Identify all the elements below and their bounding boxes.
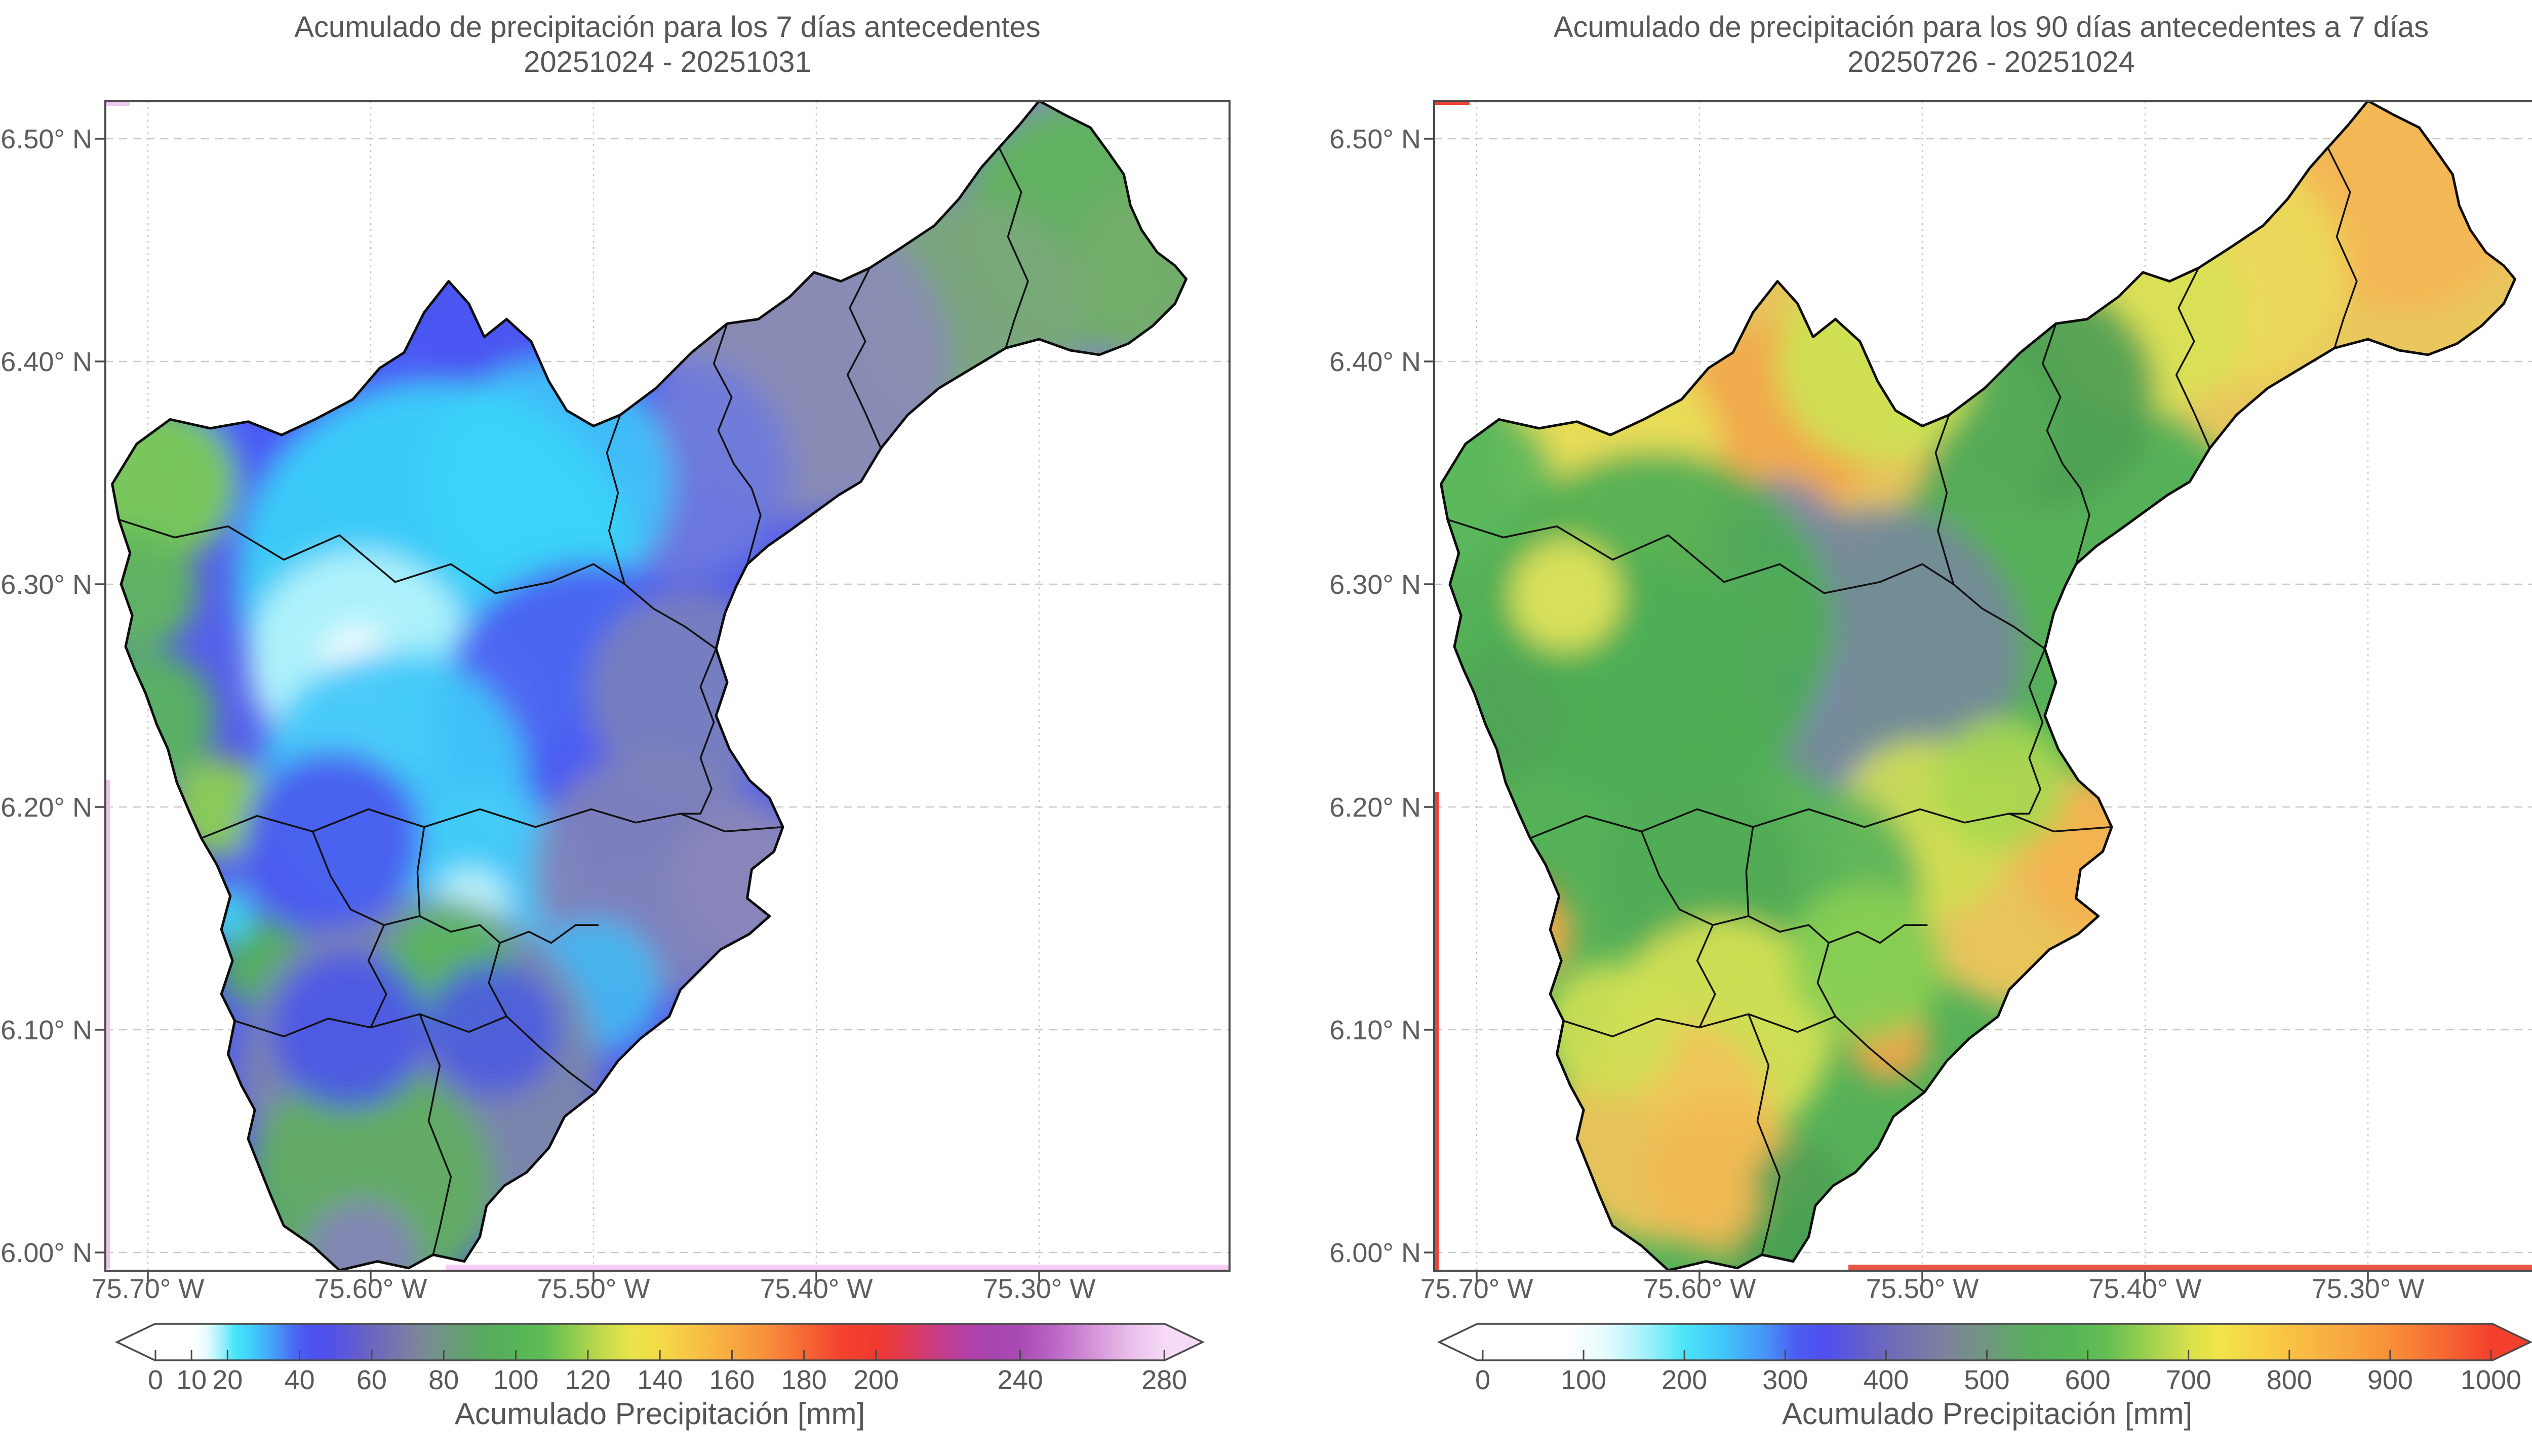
colorbar-tick-label: 200: [853, 1365, 899, 1395]
panel-7day-subtitle: 20251024 - 20251031: [524, 46, 811, 78]
colorbar-tick-label: 60: [357, 1365, 387, 1395]
panel-7day-map: 75.70° W 75.60° W 75.50° W 75.40° W 75.30° W…: [1, 99, 1231, 1395]
x-tick-label: 75.30° W: [983, 1274, 1096, 1304]
x-tick-label: 75.60° W: [1643, 1274, 1756, 1304]
colorbar: 0 100 200 300 400 500 600 700 800 900 1000: [1437, 1323, 2532, 1395]
colorbar-tick-label: 0: [1475, 1365, 1490, 1395]
colorbar-tick-label: 280: [1141, 1365, 1187, 1395]
colorbar-tick-label: 700: [2166, 1365, 2211, 1395]
colorbar-tick-label: 10: [176, 1365, 207, 1395]
y-tick-label: 6.50° N: [1329, 124, 1421, 154]
panel-7day-titles: Acumulado de precipitación para los 7 dí…: [294, 11, 1041, 78]
colorbar: 0 10 20 40 60 80 100 120 140 160 180 200 240 280: [114, 1323, 1205, 1395]
panel-90day-title: Acumulado de precipitación para los 90 d…: [1554, 11, 2429, 44]
colorbar-gradient-bar: [1437, 1323, 2532, 1361]
heatmap-field: [112, 101, 1186, 1271]
colorbar-tick-label: 400: [1863, 1365, 1909, 1395]
colorbar-tick-label: 200: [1661, 1365, 1707, 1395]
colorbar-tick-label: 500: [1964, 1365, 2009, 1395]
colorbar-tick-label: 140: [637, 1365, 683, 1395]
y-tick-label: 6.50° N: [1, 124, 92, 154]
colorbar-tick-label: 80: [428, 1365, 459, 1395]
colorbar-tick-label: 160: [709, 1365, 755, 1395]
colorbar-tick-label: 600: [2065, 1365, 2111, 1395]
y-tick-label: 6.40° N: [1329, 347, 1421, 377]
colorbar-tick-label: 120: [565, 1365, 611, 1395]
x-tick-label: 75.30° W: [2312, 1274, 2425, 1304]
panel-90day-subtitle: 20250726 - 20251024: [1847, 46, 2135, 78]
colorbar-tick-label: 900: [2367, 1365, 2413, 1395]
x-tick-label: 75.50° W: [1866, 1274, 1979, 1304]
panel-7day-title: Acumulado de precipitación para los 7 dí…: [294, 11, 1041, 44]
colorbar-tick-label: 100: [1561, 1365, 1606, 1395]
y-tick-label: 6.10° N: [1, 1015, 92, 1045]
panel-90day-titles: Acumulado de precipitación para los 90 d…: [1554, 11, 2429, 78]
colorbar-tick-label: 180: [781, 1365, 827, 1395]
colorbar-tick-label: 240: [998, 1365, 1043, 1395]
y-tick-label: 6.40° N: [1, 347, 92, 377]
edge-artifacts: [106, 102, 1229, 1270]
x-tick-label: 75.50° W: [537, 1274, 650, 1304]
colorbar-tick-label: 0: [148, 1365, 163, 1395]
plot-frame: [104, 100, 1231, 1272]
plot-frame: [1433, 100, 2532, 1272]
heatmap-blobs: [1441, 101, 2515, 1271]
basin-outline: [1440, 99, 2516, 1272]
colorbar-7day-label: Acumulado Precipitación [mm]: [455, 1397, 865, 1431]
y-tick-label: 6.10° N: [1329, 1015, 1421, 1045]
heatmap-blobs: [112, 101, 1186, 1271]
edge-artifacts: [1435, 101, 2532, 1270]
x-tick-label: 75.70° W: [92, 1274, 205, 1304]
y-tick-label: 6.00° N: [1, 1238, 92, 1268]
colorbar-90day-label: Acumulado Precipitación [mm]: [1782, 1397, 2192, 1431]
y-tick-label: 6.30° N: [1329, 570, 1421, 600]
y-tick-label: 6.00° N: [1329, 1238, 1421, 1268]
heatmap-field: [1441, 101, 2515, 1271]
axis-ticks-labels: 75.70° W 75.60° W 75.50° W 75.40° W 75.30° W…: [1329, 124, 2424, 1304]
colorbar-tick-label: 40: [285, 1365, 315, 1395]
x-tick-label: 75.40° W: [2089, 1274, 2202, 1304]
x-tick-label: 75.40° W: [760, 1274, 873, 1304]
colorbar-tick-label: 1000: [2461, 1365, 2521, 1395]
y-tick-label: 6.30° N: [1, 570, 92, 600]
colorbar-tick-label: 800: [2267, 1365, 2312, 1395]
y-tick-label: 6.20° N: [1, 792, 92, 823]
panel-90day-map: 75.70° W 75.60° W 75.50° W 75.40° W 75.30° W…: [1329, 99, 2532, 1395]
municipality-boundaries: [118, 146, 1029, 1256]
x-tick-label: 75.60° W: [314, 1274, 427, 1304]
colorbar-tick-label: 20: [212, 1365, 243, 1395]
colorbar-tick-label: 300: [1762, 1365, 1808, 1395]
x-tick-label: 75.70° W: [1420, 1274, 1533, 1304]
colorbar-tick-label: 100: [493, 1365, 538, 1395]
y-tick-label: 6.20° N: [1329, 792, 1421, 823]
basin-outline: [111, 99, 1188, 1272]
axis-ticks-labels: 75.70° W 75.60° W 75.50° W 75.40° W 75.30° W…: [1, 124, 1095, 1304]
municipality-boundaries: [1447, 146, 2358, 1256]
